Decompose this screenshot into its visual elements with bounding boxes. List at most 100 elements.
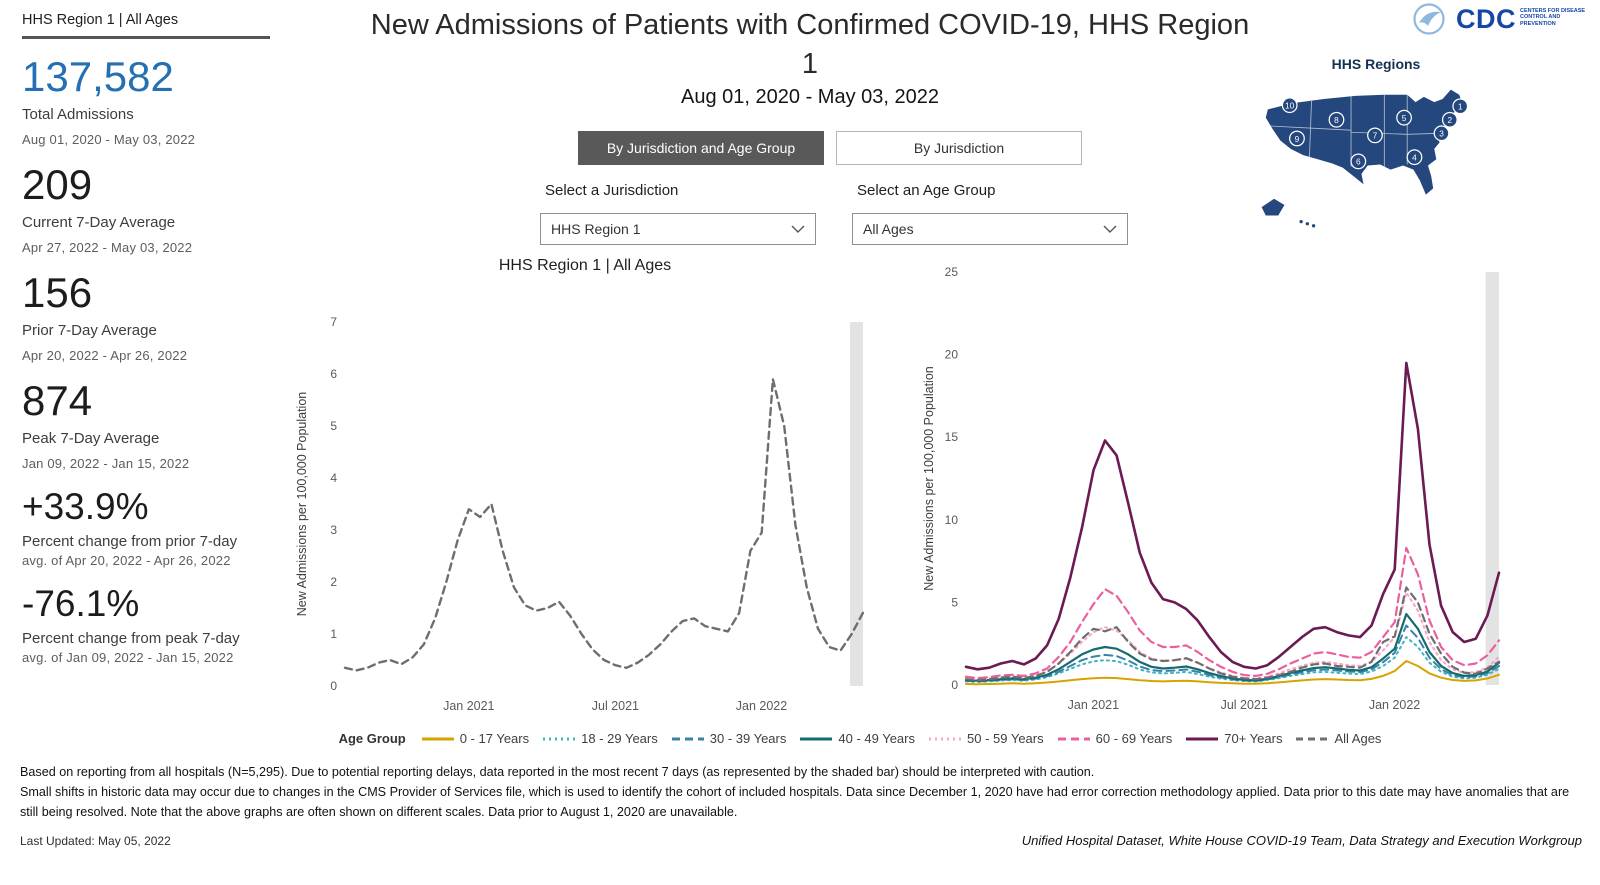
legend-item-label: 18 - 29 Years bbox=[581, 731, 658, 746]
region-marker bbox=[1396, 109, 1412, 126]
jurisdiction-dropdown[interactable]: HHS Region 1 bbox=[540, 213, 816, 245]
region-marker bbox=[1289, 130, 1305, 147]
legend-item-70+-years[interactable]: 70+ Years bbox=[1185, 731, 1282, 746]
region-number: 2 bbox=[1448, 115, 1453, 125]
legend-item-label: 40 - 49 Years bbox=[838, 731, 915, 746]
legend-item-60-69-years[interactable]: 60 - 69 Years bbox=[1057, 731, 1173, 746]
agency-logos: CDC CENTERS FOR DISEASE CONTROL AND PREV… bbox=[1412, 2, 1594, 36]
age-group-selected-value: All Ages bbox=[863, 221, 914, 237]
stat-value: 209 bbox=[22, 161, 93, 208]
legend-item-label: 70+ Years bbox=[1224, 731, 1283, 746]
stat-percent-change-peak: -76.1% Percent change from peak 7-day av… bbox=[22, 585, 270, 665]
stat-label: Peak 7-Day Average bbox=[22, 430, 160, 447]
x-tick-label: Jan 2022 bbox=[736, 699, 787, 713]
stat-value: 874 bbox=[22, 377, 93, 424]
legend-item-0-17-years[interactable]: 0 - 17 Years bbox=[421, 731, 529, 746]
region-marker bbox=[1441, 111, 1458, 128]
x-tick-label: Jan 2021 bbox=[443, 699, 494, 713]
legend-swatch bbox=[929, 737, 961, 740]
y-axis-label: New Admissions per 100,000 Population bbox=[922, 366, 936, 590]
hawaii-shape bbox=[1305, 222, 1310, 226]
age-group-filter: Select an Age Group All Ages bbox=[852, 182, 1128, 245]
tab-by-jurisdiction[interactable]: By Jurisdiction bbox=[836, 131, 1082, 165]
legend-swatch bbox=[543, 737, 576, 740]
us-map-image: 123 4 5 6 7 8 9 10 bbox=[1261, 89, 1469, 228]
age-group-line-chart[interactable]: 0 5 10 15 20 25 Jan 2021 Jul 2021 Jan 2022 New Ad… bbox=[920, 258, 1515, 721]
stat-value: 137,582 bbox=[22, 53, 174, 100]
legend-item-40-49-years[interactable]: 40 - 49 Years bbox=[799, 731, 915, 746]
stat-peak-7day-average: 874 Peak 7-Day Average Jan 09, 2022 - Ja… bbox=[22, 377, 270, 472]
region-marker bbox=[1367, 127, 1383, 144]
region-number: 3 bbox=[1439, 129, 1444, 139]
series-line-all-ages bbox=[343, 378, 865, 672]
region-number: 9 bbox=[1295, 134, 1300, 144]
region-number: 7 bbox=[1373, 131, 1378, 141]
jurisdiction-selected-value: HHS Region 1 bbox=[551, 221, 641, 237]
state-borders bbox=[1269, 94, 1439, 168]
y-tick-label: 5 bbox=[951, 595, 958, 609]
stat-dates: Aug 01, 2020 - May 03, 2022 bbox=[22, 132, 196, 147]
stat-percent-change-prior: +33.9% Percent change from prior 7-day a… bbox=[22, 488, 270, 568]
legend-swatch bbox=[421, 737, 454, 740]
region-marker bbox=[1433, 125, 1450, 142]
series-line-40-49-years bbox=[964, 612, 1501, 682]
date-range: Aug 01, 2020 - May 03, 2022 bbox=[681, 86, 939, 109]
legend-item-30-39-years[interactable]: 30 - 39 Years bbox=[671, 731, 786, 746]
y-tick-label: 4 bbox=[330, 471, 337, 485]
series-line-70+-years bbox=[964, 361, 1501, 671]
jurisdiction-filter-label: Select a Jurisdiction bbox=[545, 182, 679, 199]
series-line-0-17-years bbox=[965, 660, 1500, 686]
page-title: New Admissions of Patients with Confirme… bbox=[370, 9, 1250, 81]
hhs-logo-icon bbox=[1413, 3, 1445, 35]
region-number: 10 bbox=[1285, 101, 1295, 111]
stat-label: Current 7-Day Average bbox=[22, 214, 176, 231]
series-line-60-69-years bbox=[964, 546, 1501, 680]
footnote-2: Small shifts in historic data may occur … bbox=[20, 784, 1570, 819]
cdc-logo-tagline: CENTERS FOR DISEASE CONTROL AND PREVENTI… bbox=[1520, 7, 1586, 28]
tab-by-jurisdiction-and-age-group[interactable]: By Jurisdiction and Age Group bbox=[578, 131, 824, 165]
y-tick-label: 5 bbox=[330, 419, 337, 433]
stat-label: Total Admissions bbox=[22, 106, 134, 123]
legend-swatch bbox=[1296, 737, 1329, 740]
x-tick-label: Jul 2021 bbox=[592, 699, 639, 713]
stat-prior-7day-average: 156 Prior 7-Day Average Apr 20, 2022 - A… bbox=[22, 272, 270, 364]
recent-data-shaded-bar bbox=[850, 322, 863, 686]
x-tick-label: Jul 2021 bbox=[1221, 698, 1268, 712]
view-tabs: By Jurisdiction and Age Group By Jurisdi… bbox=[578, 131, 1082, 165]
region-number: 6 bbox=[1356, 157, 1361, 167]
footer-notes: Based on reporting from all hospitals (N… bbox=[20, 763, 1582, 851]
y-tick-label: 2 bbox=[330, 575, 337, 589]
all-ages-line-chart[interactable]: 0 1 2 3 4 5 6 7 Jan 2021 Jul 2021 Jan 2022 New Admi… bbox=[293, 282, 873, 722]
legend-item-label: 0 - 17 Years bbox=[459, 731, 530, 746]
stat-value: -76.1% bbox=[22, 583, 140, 624]
jurisdiction-filter: Select a Jurisdiction HHS Region 1 bbox=[540, 182, 816, 245]
x-tick-label: Jan 2021 bbox=[1068, 698, 1119, 712]
legend-label: Age Group bbox=[338, 731, 406, 746]
us-outline bbox=[1265, 89, 1463, 195]
stat-dates: Apr 20, 2022 - Apr 26, 2022 bbox=[22, 348, 188, 363]
y-tick-label: 1 bbox=[330, 627, 337, 641]
x-tick-label: Jan 2022 bbox=[1369, 698, 1420, 712]
y-tick-label: 20 bbox=[945, 348, 959, 362]
y-tick-label: 6 bbox=[330, 367, 337, 381]
stat-label: Percent change from peak 7-day bbox=[22, 630, 240, 647]
legend-item-label: All Ages bbox=[1334, 731, 1382, 746]
legend-item-label: 60 - 69 Years bbox=[1095, 731, 1173, 746]
legend-item-all-ages[interactable]: All Ages bbox=[1295, 731, 1381, 746]
y-tick-label: 10 bbox=[945, 513, 959, 527]
region-number: 1 bbox=[1458, 102, 1463, 112]
stat-dates: avg. of Jan 09, 2022 - Jan 15, 2022 bbox=[22, 650, 234, 665]
left-chart-title: HHS Region 1 | All Ages bbox=[498, 257, 672, 274]
summary-sidebar: HHS Region 1 | All Ages 137,582 Total Ad… bbox=[22, 12, 270, 665]
stat-current-7day-average: 209 Current 7-Day Average Apr 27, 2022 -… bbox=[22, 161, 270, 256]
chevron-down-icon bbox=[791, 225, 805, 233]
hhs-regions-map: HHS Regions 1 2 3 4 5 6 7 8 9 10 bbox=[1246, 56, 1506, 230]
legend-item-18-29-years[interactable]: 18 - 29 Years bbox=[542, 731, 658, 746]
stat-dates: Jan 09, 2022 - Jan 15, 2022 bbox=[22, 456, 190, 471]
y-tick-label: 7 bbox=[330, 315, 337, 329]
series-line-all-ages bbox=[964, 586, 1501, 682]
age-group-dropdown[interactable]: All Ages bbox=[852, 213, 1128, 245]
y-tick-label: 15 bbox=[945, 430, 959, 444]
footnote-1: Based on reporting from all hospitals (N… bbox=[20, 765, 1095, 779]
legend-item-50-59-years[interactable]: 50 - 59 Years bbox=[928, 731, 1044, 746]
